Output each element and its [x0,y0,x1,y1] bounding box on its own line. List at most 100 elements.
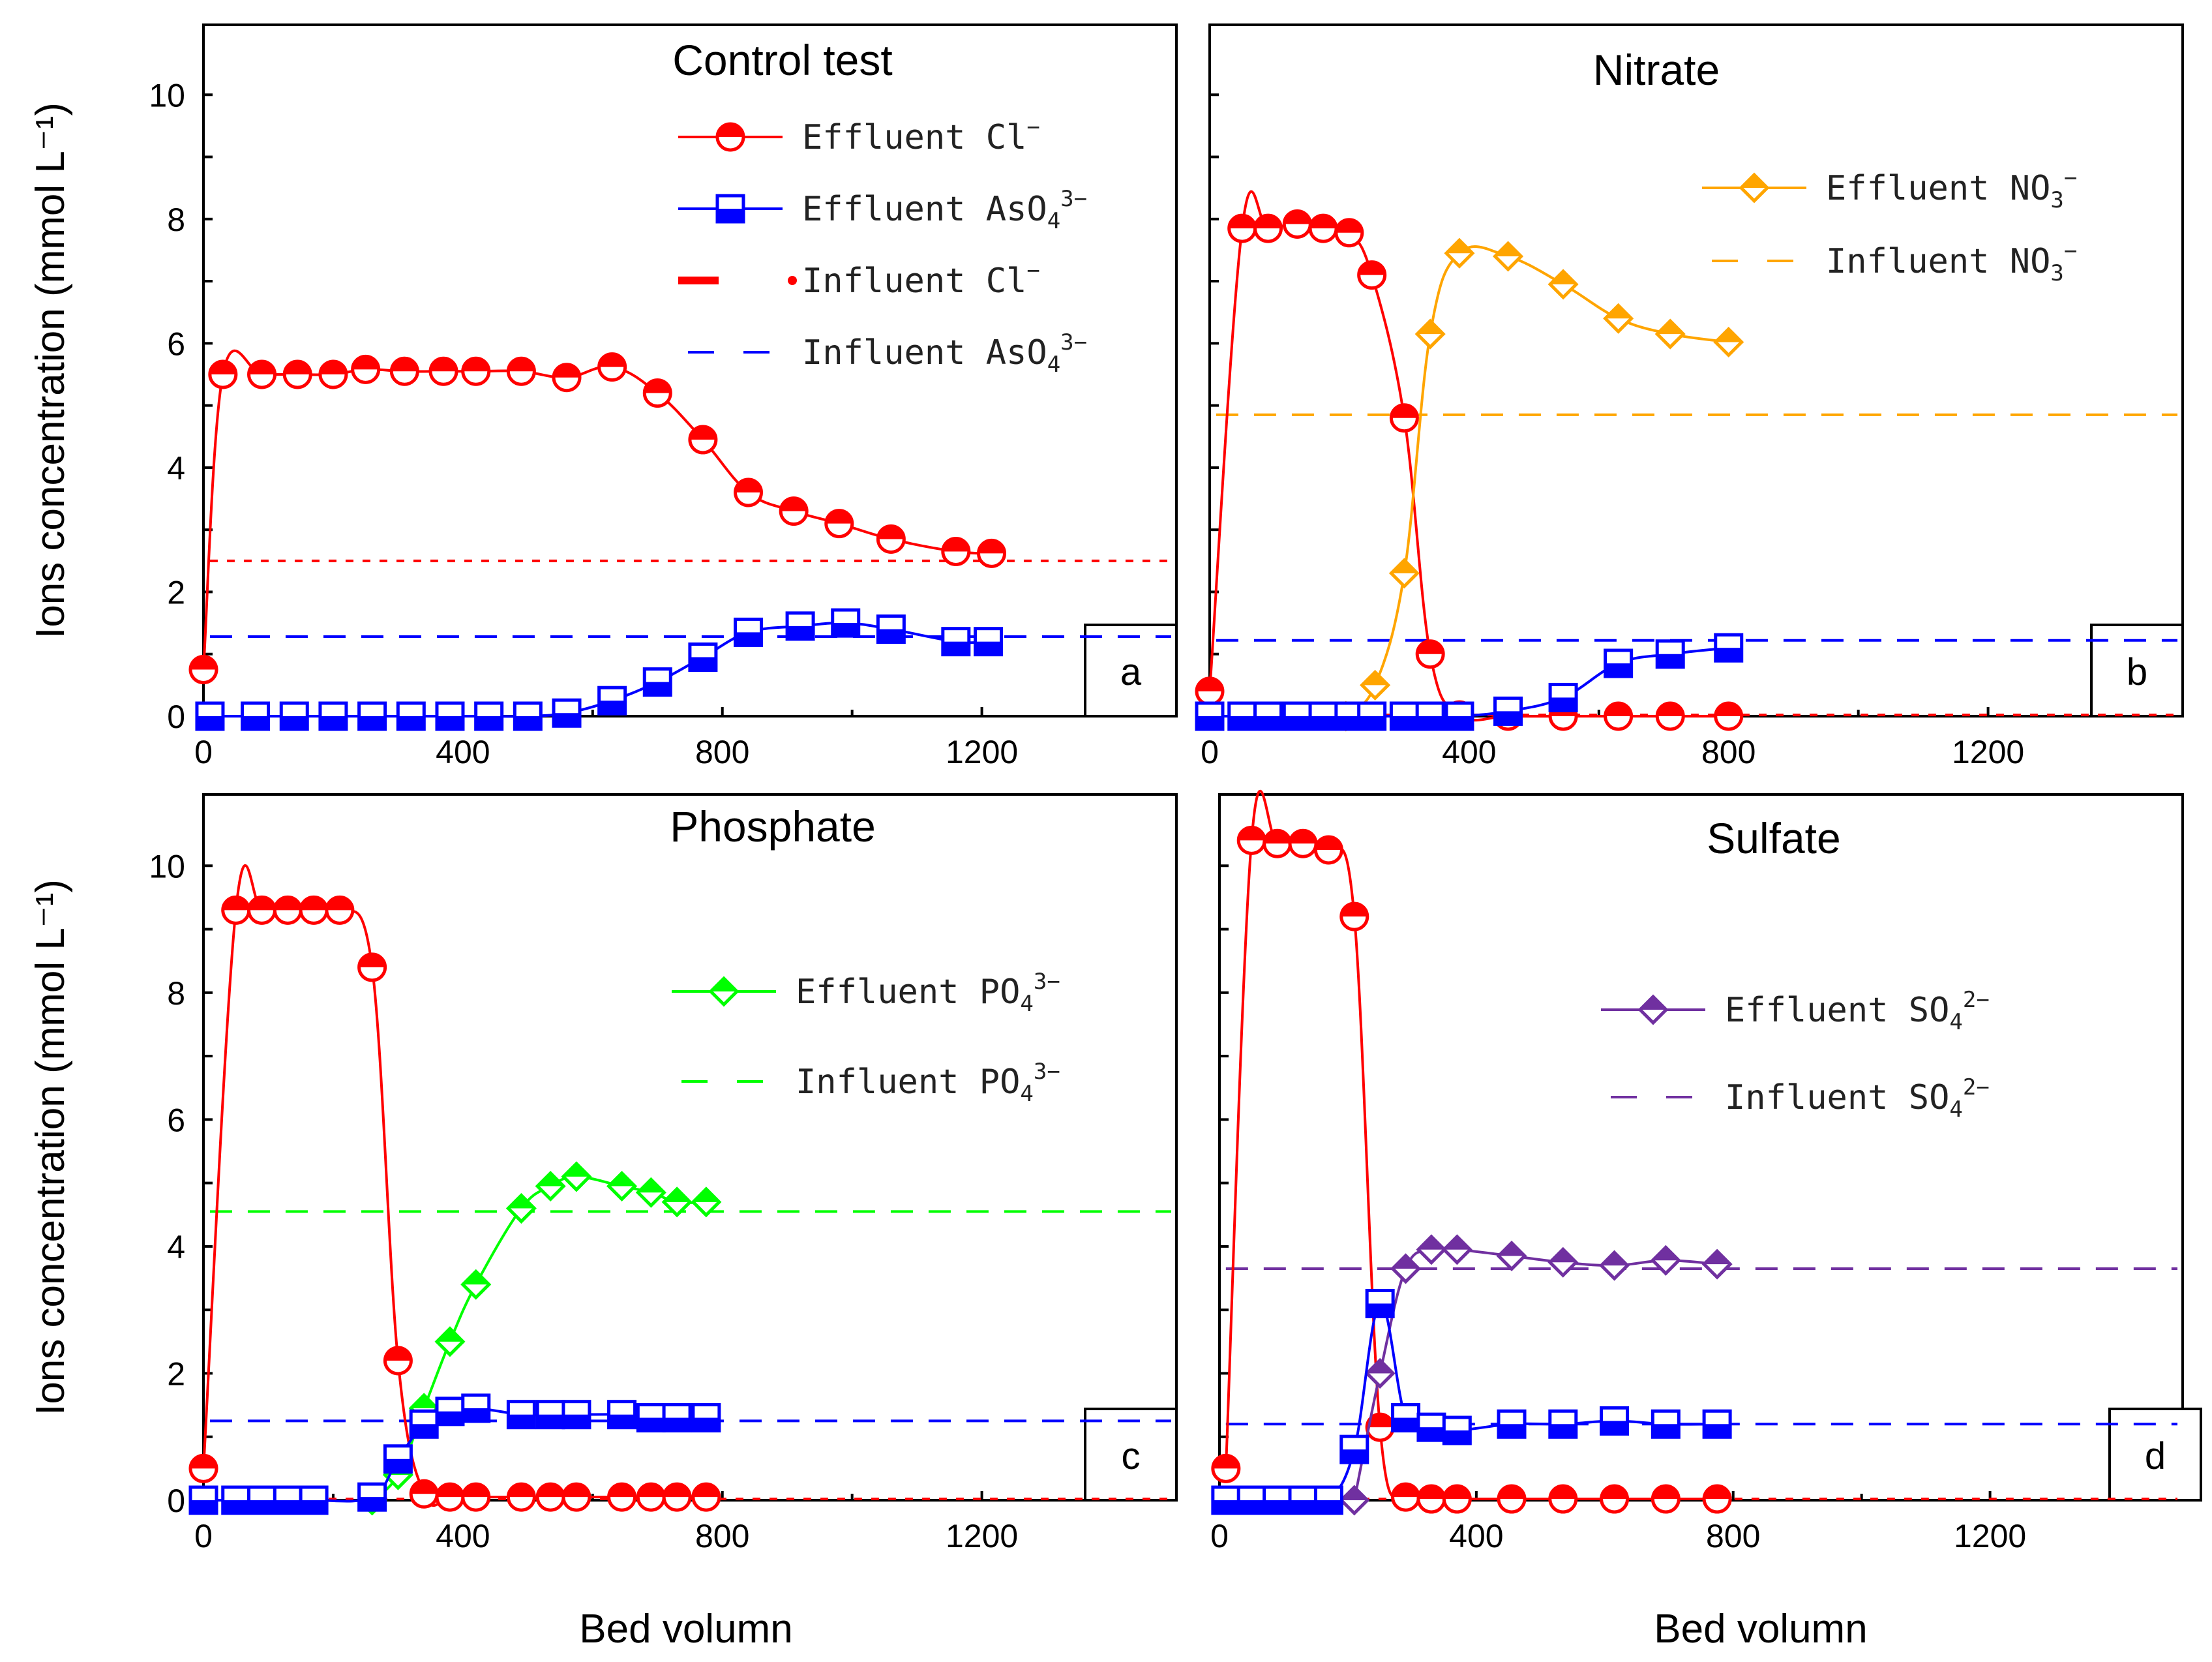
data-point-fill [1715,703,1742,716]
data-point [241,701,271,731]
data-point-fill [301,897,327,911]
data-point-fill [1255,716,1281,729]
data-point-fill [1444,1430,1471,1443]
data-point-fill [275,1500,301,1513]
legend-item: Influent PO43− [681,1059,1060,1107]
data-point [1389,701,1419,731]
data-point-fill [878,629,904,642]
data-point-fill [1310,215,1337,229]
data-point [1211,1453,1241,1483]
data-point [247,359,277,389]
data-point-fill [1652,1424,1679,1438]
data-point [461,1393,491,1423]
legend-label-sup: 3− [1034,969,1060,995]
legend-marker-fill [1741,175,1767,188]
legend-label-sup: − [2064,165,2077,191]
legend-item: Effluent PO43− [672,969,1060,1017]
data-point-fill [942,641,969,655]
data-point-fill [1341,1487,1368,1500]
x-axis-title: Bed volumn [579,1607,792,1652]
data-point-fill [638,1179,665,1193]
data-point-fill [1605,663,1632,677]
data-point-fill [411,1481,438,1494]
legend-label-main: Influent Cl [802,262,1026,301]
data-point [1547,1246,1579,1278]
data-point-fill [508,358,535,372]
data-point-fill [359,716,385,729]
data-point-fill [1290,1500,1317,1513]
panel-a: 0 2 4 6 8 10 0 400 800 1200 Ions concentration (mm… [28,23,1178,770]
data-point-fill [385,1348,411,1361]
panel-d: 0 400 800 1200 Bed volumn Sulfate d Effluent SO… [1210,790,2202,1652]
x-tick-label: 0 [1201,734,1219,770]
data-point-fill [436,1484,463,1498]
data-point [1496,1240,1527,1272]
data-point-fill [1391,404,1418,418]
data-point [1253,213,1283,243]
data-point-fill [1418,1486,1444,1500]
data-point-fill [462,358,489,372]
data-point [1493,696,1523,726]
data-point-fill [475,716,502,729]
data-point [221,1485,251,1515]
data-point [247,895,277,925]
legend-label-sub: 4 [1047,352,1060,378]
data-point-fill [644,682,671,695]
data-point [1339,901,1369,931]
data-point-fill [1264,1500,1291,1513]
data-point-fill [1550,697,1577,711]
data-point-fill [1657,654,1684,667]
y-tick-label: 2 [167,1355,185,1392]
data-point-fill [554,364,580,378]
data-point [662,1482,692,1512]
data-point [1389,403,1419,433]
data-point [941,537,971,567]
data-point [1365,1288,1395,1318]
legend-label-main: Influent AsO [802,333,1047,372]
x-tick-label: 800 [695,734,749,770]
data-point [635,1177,666,1208]
data-point-fill [248,1500,275,1513]
y-axis-title: Ions concentration (mmol L⁻¹) [28,102,73,639]
data-point-fill [1550,271,1577,284]
data-point [273,1485,303,1515]
data-point-fill [1549,1424,1576,1438]
data-point-fill [664,1417,691,1431]
panel-letter-box [1084,624,1178,718]
y-tick-label: 6 [167,1102,185,1138]
data-point-fill [537,1173,564,1186]
legend-marker-fill [717,124,743,137]
data-point [357,952,387,982]
legend-item: Effluent Cl− [678,114,1040,157]
data-point-fill [1315,836,1342,850]
data-point [597,352,627,382]
data-point [1334,701,1364,731]
data-point [785,611,815,641]
legend-dot [788,276,797,285]
y-tick-label: 4 [167,1229,185,1265]
data-point [1339,1434,1369,1464]
data-point-fill [1391,716,1418,729]
data-point-fill [352,356,379,370]
data-point-fill [664,1188,691,1202]
data-point-fill [515,716,541,729]
y-tick-label: 0 [167,699,185,735]
data-point [1211,1485,1241,1515]
panel-title: Control test [672,36,892,84]
data-point [1416,1234,1447,1265]
data-point-fill [190,1500,217,1513]
data-point-fill [563,1484,590,1498]
data-point [561,1400,591,1430]
data-point [396,701,426,731]
data-point-fill [190,1455,217,1469]
data-point-fill [462,1408,489,1421]
data-point-fill [1499,1424,1525,1438]
data-point [435,1482,465,1512]
data-point-fill [248,361,275,374]
data-point [561,1482,591,1512]
legend-label-sup: − [2064,238,2077,264]
data-point-fill [1715,648,1742,661]
legend-item: Effluent NO3− [1702,165,2077,213]
data-point-fill [942,538,969,552]
